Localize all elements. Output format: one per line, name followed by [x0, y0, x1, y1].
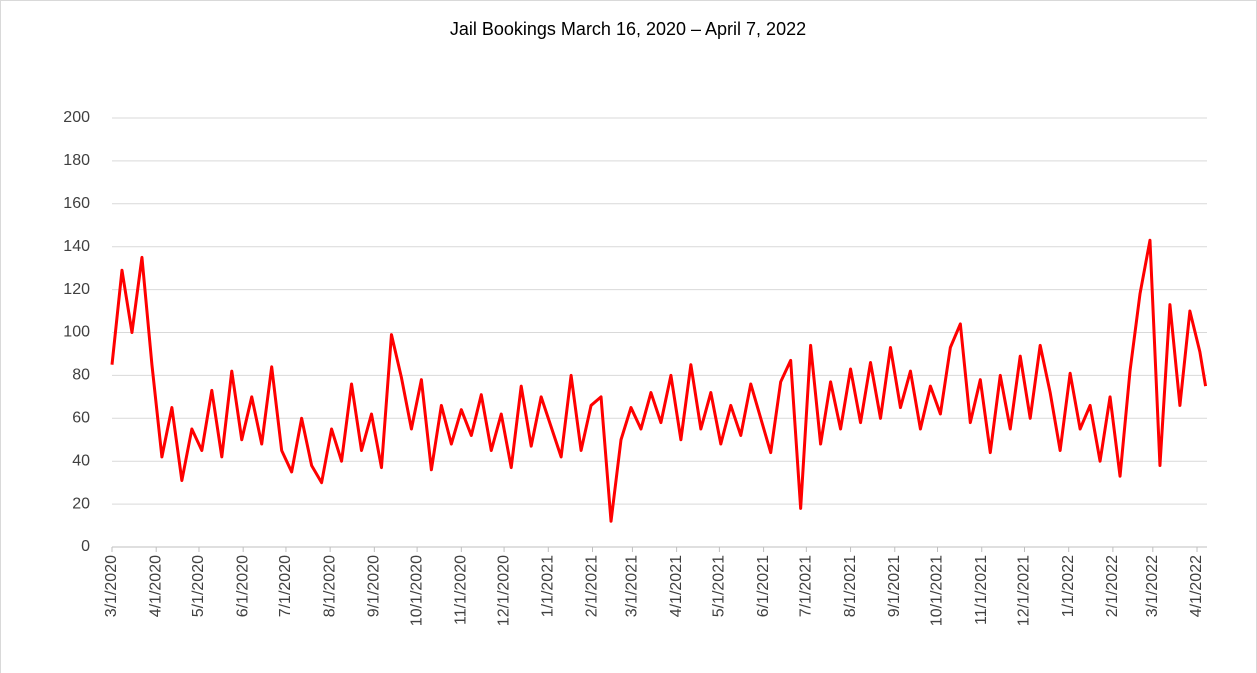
x-tick-label: 4/1/2022 — [1188, 555, 1205, 617]
x-tick-label: 3/1/2020 — [103, 555, 120, 617]
y-tick-label: 120 — [63, 281, 90, 298]
data-line — [110, 238, 1208, 523]
x-tick-label: 11/1/2020 — [453, 555, 470, 625]
x-tick-label: 5/1/2020 — [190, 555, 207, 617]
x-tick-label: 3/1/2021 — [624, 555, 641, 617]
y-tick-label: 40 — [72, 452, 90, 469]
y-tick-label: 0 — [81, 538, 90, 555]
x-tick-label: 9/1/2020 — [366, 555, 383, 617]
x-tick-label: 7/1/2021 — [798, 555, 815, 617]
y-tick-label: 200 — [63, 109, 90, 126]
x-tick-label: 6/1/2020 — [234, 555, 251, 617]
x-tick-label: 4/1/2021 — [668, 555, 685, 617]
x-tick-label: 2/1/2022 — [1104, 555, 1121, 617]
x-tick-label: 7/1/2020 — [277, 555, 294, 617]
x-tick-label: 4/1/2020 — [147, 555, 164, 617]
x-tick-label: 10/1/2021 — [929, 555, 946, 626]
x-tick-label: 3/1/2022 — [1144, 555, 1161, 617]
x-tick-label: 12/1/2021 — [1016, 555, 1033, 626]
x-tick-label: 1/1/2021 — [540, 555, 557, 617]
x-tick-label: 5/1/2021 — [711, 555, 728, 617]
x-tick-label: 2/1/2021 — [584, 555, 601, 617]
y-tick-label: 80 — [72, 367, 90, 384]
y-tick-label: 160 — [63, 195, 90, 212]
y-tick-label: 20 — [72, 495, 90, 512]
x-tick-label: 8/1/2021 — [842, 555, 859, 617]
x-tick-label: 10/1/2020 — [408, 555, 425, 626]
y-tick-label: 140 — [63, 238, 90, 255]
x-tick-label: 11/1/2021 — [973, 555, 990, 625]
x-tick-label: 9/1/2021 — [886, 555, 903, 617]
x-tick-label: 8/1/2020 — [321, 555, 338, 617]
y-tick-label: 100 — [63, 324, 90, 341]
x-tick-label: 1/1/2022 — [1060, 555, 1077, 617]
y-tick-label: 180 — [63, 152, 90, 169]
chart-title: Jail Bookings March 16, 2020 – April 7, … — [450, 19, 806, 39]
x-tick-label: 12/1/2020 — [495, 555, 512, 626]
x-tick-label: 6/1/2021 — [755, 555, 772, 617]
y-tick-label: 60 — [72, 410, 90, 427]
